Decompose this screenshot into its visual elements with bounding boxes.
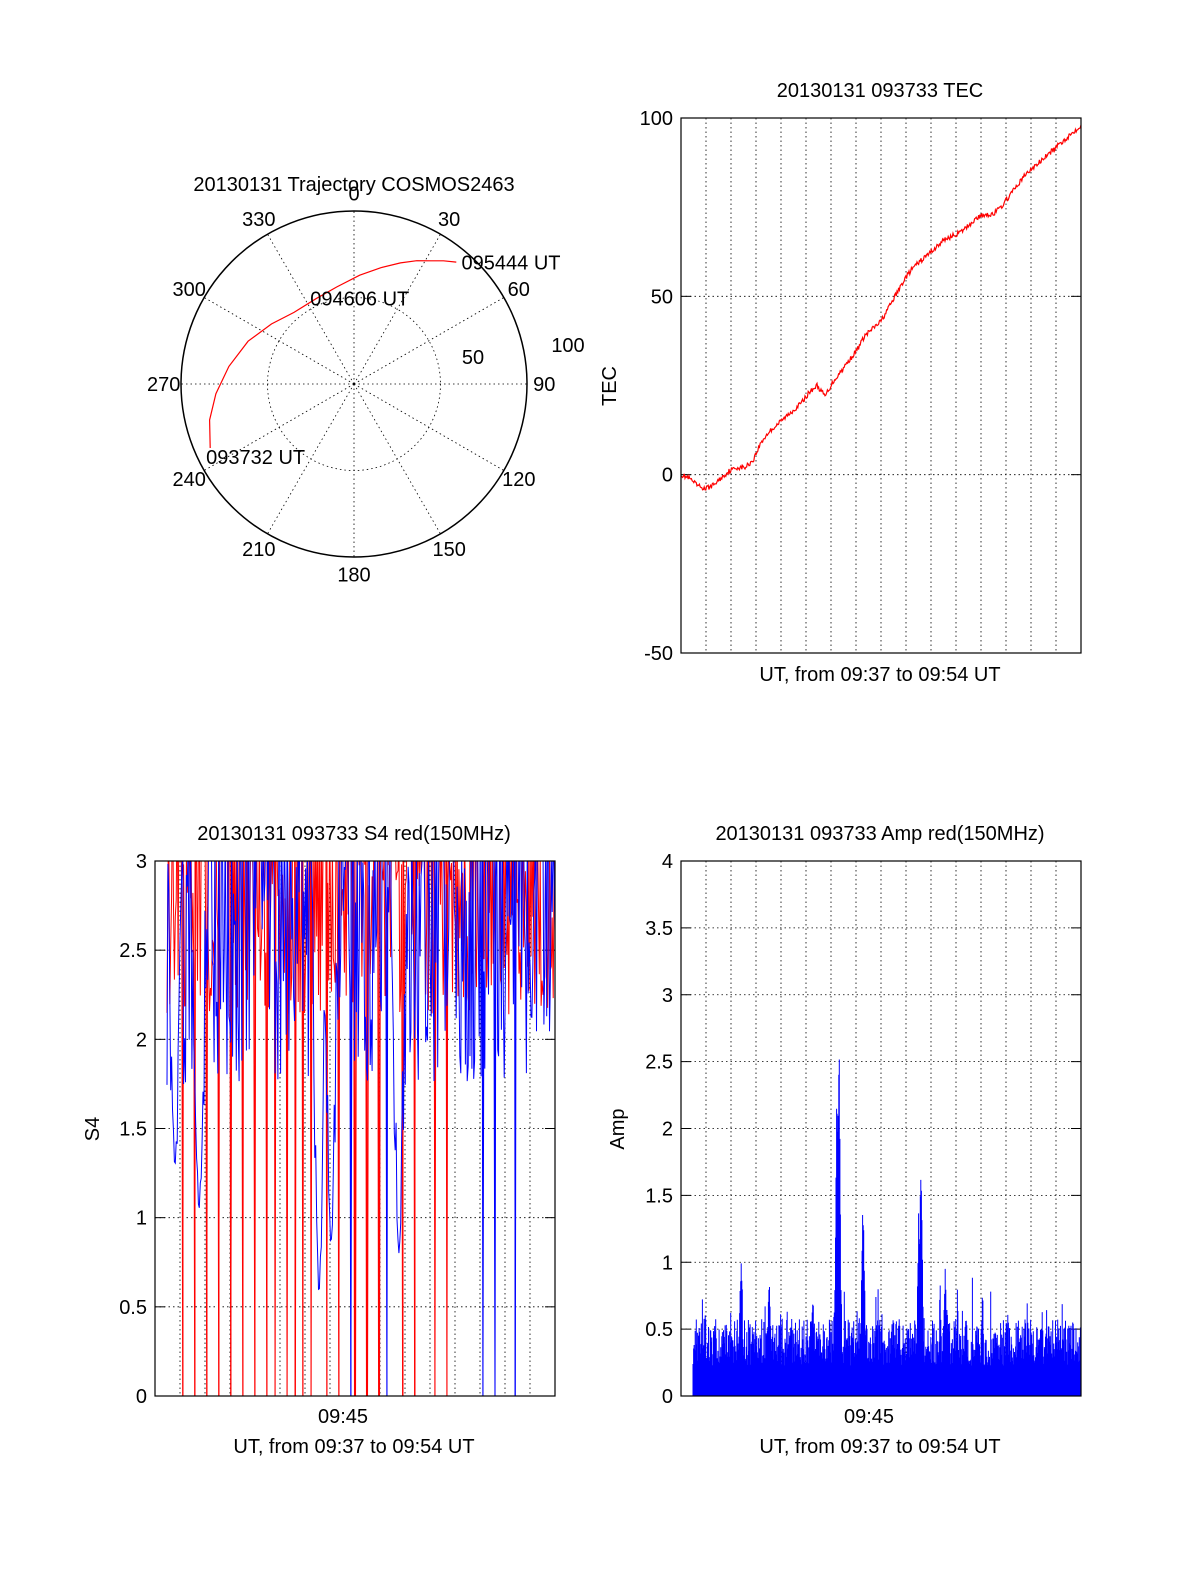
polar-angle-label: 210 [242,539,275,561]
polar-angle-label: 300 [173,279,206,301]
s4-axis-frame [154,860,556,1397]
amp-ylabel: Amp [607,1108,629,1149]
polar-track [208,260,457,449]
polar-angle-label: 90 [533,374,555,396]
amp-ytick-label: 1.5 [645,1185,673,1207]
s4-ytick-label: 0.5 [119,1297,147,1319]
tec-ytick-label: -50 [644,643,673,665]
polar-angle-label: 0 [348,184,359,206]
polar-radial-label: 100 [551,335,584,357]
s4-xtick-label: 09:45 [318,1406,368,1428]
amp-ytick-label: 3 [662,985,673,1007]
tec-axis-frame [680,117,1082,654]
s4-ylabel: S4 [82,1117,104,1141]
polar-angle-label: 330 [242,209,275,231]
amp-ytick-label: 2.5 [645,1052,673,1074]
s4-ytick-label: 1.5 [119,1119,147,1141]
amp-ytick-label: 2 [662,1119,673,1141]
s4-ytick-label: 2.5 [119,940,147,962]
tec-ytick-label: 0 [662,465,673,487]
tec-ylabel: TEC [599,366,621,406]
polar-annotation: 093732 UT [206,447,305,469]
polar-angle-label: 60 [508,279,530,301]
polar-labels: 0 30 60 90 120 150 180 210 240 270 300 330 50 100 [147,184,585,587]
s4-ytick-label: 3 [136,851,147,873]
polar-radial-label: 50 [462,347,484,369]
tec-series-line [680,124,1082,491]
tec-ytick-label: 100 [640,108,673,130]
polar-angle-label: 150 [432,539,465,561]
polar-spoke [267,233,355,385]
polar-spoke [353,383,441,535]
polar-trajectory-panel: 20130131 Trajectory COSMOS2463 0 30 60 90 12… [147,174,585,586]
amp-ytick-label: 4 [662,851,673,873]
s4-plot-area: 0 0.5 1 1.5 2 2.5 3 09:45 [119,851,556,1428]
s4-ytick-label: 0 [136,1386,147,1408]
s4-xlabel: UT, from 09:37 to 09:54 UT [233,1436,474,1458]
polar-angle-label: 30 [438,209,460,231]
amp-axis-frame [680,860,1082,1397]
polar-trajectory-line [208,260,457,449]
polar-title: 20130131 Trajectory COSMOS2463 [193,174,514,196]
s4-ytick-label: 1 [136,1208,147,1230]
amp-xlabel: UT, from 09:37 to 09:54 UT [759,1436,1000,1458]
amp-xtick-label: 09:45 [844,1406,894,1428]
polar-spoke [353,383,505,471]
amp-ytick-label: 0 [662,1386,673,1408]
tec-title: 20130131 093733 TEC [777,80,983,102]
amp-ytick-label: 3.5 [645,918,673,940]
polar-annotation: 095444 UT [462,253,561,275]
amp-title: 20130131 093733 Amp red(150MHz) [715,823,1044,845]
s4-series-line-blue [166,861,555,1396]
polar-spoke [203,297,355,385]
polar-spoke [353,297,505,385]
tec-panel: 20130131 093733 TEC TEC UT, from 09:37 t… [599,80,1082,686]
polar-annotations: 095444 UT 094606 UT 093732 UT [206,253,560,469]
polar-grid [180,210,528,558]
s4-title: 20130131 093733 S4 red(150MHz) [197,823,511,845]
polar-outer-circle [180,210,528,558]
amp-plot-area: 0 0.5 1 1.5 2 2.5 3 3.5 4 09:45 [645,851,1082,1428]
tec-xlabel: UT, from 09:37 to 09:54 UT [759,664,1000,686]
polar-angle-label: 270 [147,374,180,396]
amp-ytick-label: 0.5 [645,1319,673,1341]
polar-angle-label: 240 [173,469,206,491]
s4-ytick-label: 2 [136,1029,147,1051]
tec-ytick-label: 50 [651,286,673,308]
amp-panel: 20130131 093733 Amp red(150MHz) Amp UT, … [607,823,1082,1458]
polar-annotation: 094606 UT [310,288,409,310]
polar-spoke [353,233,441,385]
amp-ytick-label: 1 [662,1252,673,1274]
polar-angle-label: 180 [337,564,370,586]
polar-angle-label: 120 [502,469,535,491]
tec-plot-area: -50 0 50 100 [640,108,1082,665]
polar-spoke [203,383,355,471]
amp-series-bars [692,1059,1082,1396]
s4-panel: 20130131 093733 S4 red(150MHz) S4 UT, fr… [82,823,556,1458]
polar-spoke [267,383,355,535]
